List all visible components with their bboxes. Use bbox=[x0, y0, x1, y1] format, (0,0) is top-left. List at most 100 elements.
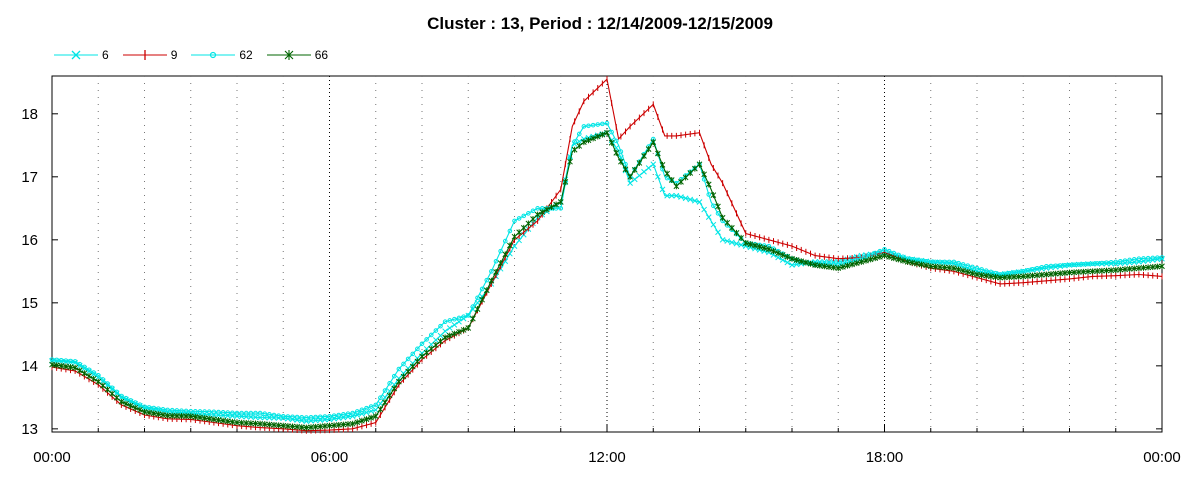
series-point-62 bbox=[225, 410, 231, 415]
series-point-66 bbox=[183, 413, 189, 420]
series-point-66 bbox=[405, 368, 411, 375]
series-point-66 bbox=[1025, 272, 1031, 279]
series-point-66 bbox=[701, 171, 707, 178]
series-point-66 bbox=[1099, 267, 1105, 274]
series-point-66 bbox=[1154, 263, 1161, 270]
series-point-6 bbox=[363, 409, 370, 416]
series-point-62 bbox=[1081, 261, 1086, 267]
series-point-62 bbox=[706, 192, 712, 197]
series-point-66 bbox=[437, 338, 444, 345]
series-point-66 bbox=[955, 266, 962, 273]
series-point-66 bbox=[49, 361, 55, 368]
series-point-66 bbox=[918, 261, 925, 268]
series-point-66 bbox=[229, 418, 236, 425]
series-point-66 bbox=[1103, 267, 1110, 274]
legend-swatch-6 bbox=[54, 50, 98, 60]
series-point-66 bbox=[127, 402, 134, 409]
series-point-66 bbox=[76, 367, 83, 374]
series-point-62 bbox=[447, 318, 453, 323]
series-point-62 bbox=[197, 409, 203, 414]
series-point-62 bbox=[1030, 267, 1035, 272]
series-point-62 bbox=[179, 408, 184, 414]
series-point-6 bbox=[641, 168, 647, 175]
series-point-66 bbox=[206, 415, 213, 422]
series-point-62 bbox=[1034, 266, 1040, 271]
series-point-66 bbox=[1071, 269, 1077, 276]
series-point-62 bbox=[960, 262, 966, 267]
series-point-6 bbox=[696, 199, 703, 205]
series-point-66 bbox=[248, 420, 254, 427]
series-point-66 bbox=[516, 229, 522, 236]
series-point-66 bbox=[169, 412, 176, 419]
series-point-62 bbox=[1085, 261, 1091, 267]
series-point-66 bbox=[941, 264, 948, 271]
series-point-66 bbox=[761, 245, 768, 252]
series-point-62 bbox=[156, 406, 161, 411]
series-point-66 bbox=[187, 413, 194, 420]
series-point-62 bbox=[484, 277, 490, 283]
legend-swatch-66 bbox=[266, 50, 311, 60]
series-point-66 bbox=[123, 400, 129, 407]
series-point-6 bbox=[655, 173, 661, 180]
series-point-66 bbox=[816, 262, 823, 269]
series-point-62 bbox=[1067, 262, 1072, 268]
series-point-66 bbox=[821, 263, 828, 270]
series-point-66 bbox=[368, 414, 374, 421]
series-point-62 bbox=[428, 332, 434, 338]
series-point-6 bbox=[442, 328, 448, 335]
series-point-66 bbox=[460, 326, 467, 333]
series-point-62 bbox=[882, 246, 887, 252]
series-point-66 bbox=[544, 206, 550, 213]
series-point-66 bbox=[488, 277, 495, 284]
legend-swatch-9 bbox=[122, 50, 167, 60]
series-point-66 bbox=[668, 176, 675, 183]
series-point-66 bbox=[474, 306, 481, 313]
series-point-66 bbox=[446, 332, 453, 339]
series-point-62 bbox=[262, 411, 268, 417]
series-point-62 bbox=[715, 211, 721, 216]
series-point-6 bbox=[312, 417, 319, 424]
series-point-6 bbox=[298, 417, 305, 424]
series-point-62 bbox=[49, 357, 55, 362]
series-point-66 bbox=[784, 253, 791, 260]
series-point-6 bbox=[664, 192, 670, 199]
series-point-62 bbox=[526, 211, 531, 216]
series-point-66 bbox=[178, 412, 185, 419]
series-point-62 bbox=[105, 381, 110, 386]
series-point-66 bbox=[118, 398, 125, 405]
series-point-6 bbox=[428, 341, 435, 348]
series-point-62 bbox=[475, 295, 480, 301]
series-point-66 bbox=[557, 199, 564, 206]
series-point-66 bbox=[974, 271, 980, 278]
series-point-62 bbox=[419, 341, 425, 347]
series-point-66 bbox=[1145, 264, 1151, 271]
series-point-66 bbox=[63, 363, 69, 370]
legend-item-66: 66 bbox=[266, 48, 328, 62]
series-point-6 bbox=[303, 418, 310, 425]
series-point-66 bbox=[988, 273, 994, 280]
series-point-62 bbox=[350, 410, 355, 416]
x-tick-label: 00:00 bbox=[33, 449, 71, 466]
series-point-62 bbox=[711, 203, 716, 209]
series-point-62 bbox=[956, 260, 961, 266]
series-point-62 bbox=[623, 161, 628, 167]
series-point-66 bbox=[1089, 268, 1096, 275]
series-point-66 bbox=[511, 233, 518, 240]
chart-title: Cluster : 13, Period : 12/14/2009-12/15/… bbox=[427, 14, 773, 33]
series-point-66 bbox=[303, 424, 310, 431]
series-point-6 bbox=[682, 195, 689, 202]
series-point-66 bbox=[738, 234, 744, 241]
series-point-62 bbox=[1048, 263, 1054, 269]
series-point-62 bbox=[479, 286, 485, 292]
series-point-66 bbox=[363, 416, 370, 423]
series-point-66 bbox=[576, 142, 583, 149]
series-point-62 bbox=[331, 413, 337, 418]
series-point-66 bbox=[1020, 273, 1027, 280]
series-point-66 bbox=[1140, 264, 1147, 271]
series-point-62 bbox=[465, 313, 471, 318]
series-point-62 bbox=[137, 402, 143, 407]
series-point-66 bbox=[664, 170, 670, 177]
series-point-66 bbox=[539, 209, 546, 216]
series-point-66 bbox=[261, 421, 268, 428]
